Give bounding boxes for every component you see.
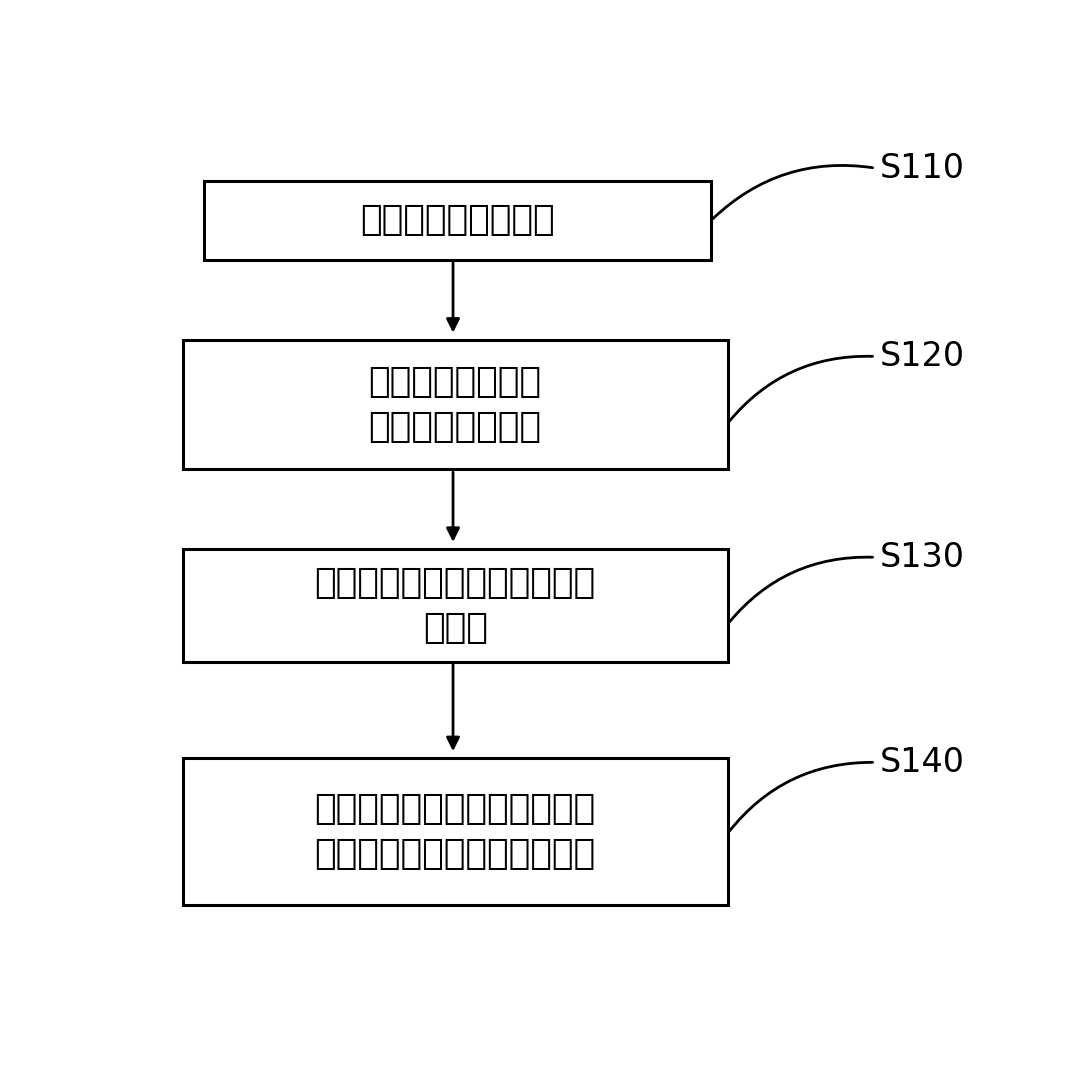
Bar [183,759,728,904]
Text: 提供一柔性显示单元: 提供一柔性显示单元 [360,203,555,237]
Text: 沿所述切割线的所述第三段进
行切割，以形成柔性显示面板: 沿所述切割线的所述第三段进 行切割，以形成柔性显示面板 [315,792,596,871]
Bar [204,180,711,260]
Text: 沿所述切割线的所述第二段进
行切割: 沿所述切割线的所述第二段进 行切割 [315,566,596,645]
Text: S120: S120 [880,340,965,373]
Text: 沿所述切割线的所
述第一段进行切割: 沿所述切割线的所 述第一段进行切割 [368,365,542,443]
Text: S110: S110 [880,151,965,185]
Text: S130: S130 [880,541,965,574]
Text: S140: S140 [880,746,965,779]
Bar [183,549,728,662]
Bar [183,339,728,470]
